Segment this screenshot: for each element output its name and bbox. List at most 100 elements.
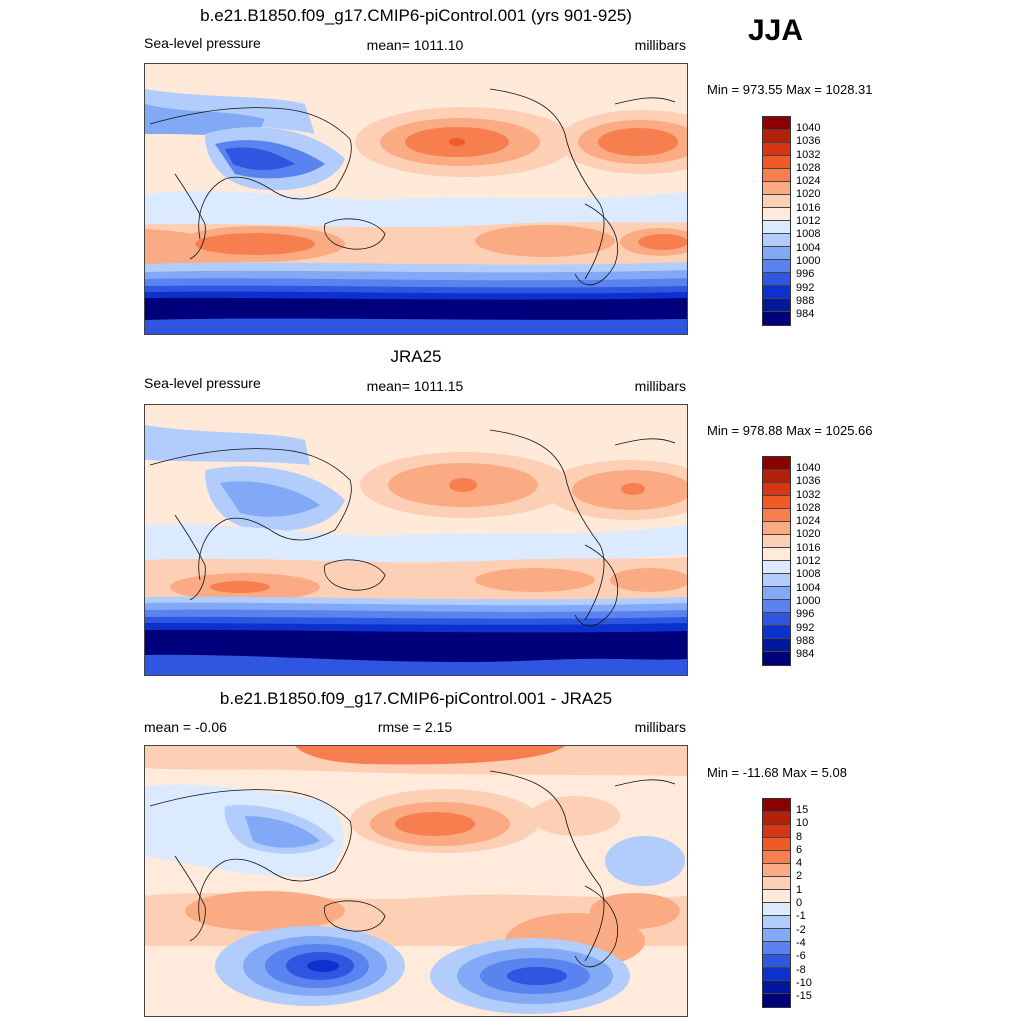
colorbar-swatch <box>763 561 790 574</box>
colorbar-swatch <box>763 143 790 156</box>
panel-units-label: millibars <box>634 37 686 53</box>
colorbar-tick-label: 8 <box>796 830 803 843</box>
colorbar-tick-label: 1036 <box>796 135 821 148</box>
panel-mean-label: mean = -0.06 <box>144 719 227 735</box>
colorbar-swatch <box>763 234 790 247</box>
colorbar-swatch <box>763 600 790 613</box>
colorbar-tick-label: -4 <box>796 936 806 949</box>
colorbar-tick-label: 1032 <box>796 148 821 161</box>
colorbar-swatch <box>763 812 790 825</box>
colorbar-tick-label: -8 <box>796 963 806 976</box>
colorbar-tick-label: 1028 <box>796 161 821 174</box>
colorbar-swatch <box>763 981 790 994</box>
colorbar-swatch <box>763 825 790 838</box>
colorbar-tick-label: 2 <box>796 870 803 883</box>
panel-minmax-label: Min = -11.68 Max = 5.08 <box>707 765 847 780</box>
panel-title-obs: JRA25 <box>390 347 442 366</box>
colorbar-swatch <box>763 903 790 916</box>
colorbar-tick-label: -10 <box>796 976 812 989</box>
panel-title-model: b.e21.B1850.f09_g17.CMIP6-piControl.001 … <box>200 6 632 25</box>
colorbar-swatch <box>763 864 790 877</box>
colorbar-tick-label: 1008 <box>796 568 821 581</box>
panel-variable-label: Sea-level pressure <box>144 375 261 391</box>
colorbar-swatch <box>763 890 790 903</box>
colorbar-swatch <box>763 182 790 195</box>
colorbar-swatch <box>763 483 790 496</box>
colorbar-tick-label: 988 <box>796 634 815 647</box>
colorbar-tick-label: 1028 <box>796 501 821 514</box>
colorbar-swatch <box>763 457 790 470</box>
colorbar-swatch <box>763 260 790 273</box>
panel-mean-label: mean= 1011.10 <box>366 37 464 53</box>
colorbar-tick-label: 1000 <box>796 594 821 607</box>
colorbar-obs <box>762 456 791 666</box>
panel-minmax-label: Min = 978.88 Max = 1025.66 <box>707 423 873 438</box>
panel-rmse-label: rmse = 2.15 <box>377 719 453 735</box>
panel-variable-label: Sea-level pressure <box>144 35 261 51</box>
colorbar-swatch <box>763 916 790 929</box>
colorbar-tick-label: 992 <box>796 621 815 634</box>
colorbar-swatch <box>763 968 790 981</box>
colorbar-tick-label: 1024 <box>796 515 821 528</box>
colorbar-tick-label: 996 <box>796 268 815 281</box>
slp-difference-map <box>145 746 687 1016</box>
colorbar-swatch <box>763 838 790 851</box>
colorbar-tick-label: 1016 <box>796 541 821 554</box>
colorbar-tick-label: 1020 <box>796 188 821 201</box>
colorbar-swatch <box>763 652 790 665</box>
colorbar-tick-label: 1008 <box>796 228 821 241</box>
colorbar-swatch <box>763 877 790 890</box>
colorbar-tick-label: 1024 <box>796 175 821 188</box>
colorbar-tick-label: -2 <box>796 923 806 936</box>
colorbar-swatch <box>763 626 790 639</box>
colorbar-swatch <box>763 851 790 864</box>
colorbar-swatch <box>763 195 790 208</box>
colorbar-swatch <box>763 994 790 1007</box>
colorbar-swatch <box>763 942 790 955</box>
colorbar-tick-label: 4 <box>796 857 803 870</box>
map-panel-model <box>144 63 688 335</box>
colorbar-tick-label: 1040 <box>796 122 821 134</box>
season-label: JJA <box>748 14 804 47</box>
colorbar-tick-label: 984 <box>796 648 815 661</box>
colorbar-labels-diff: 15 10 8 6 4 2 1 0 -1 -2 -4 -6 -8 -10 -15 <box>796 804 812 1003</box>
colorbar-tick-label: 992 <box>796 281 815 294</box>
colorbar-swatch <box>763 955 790 968</box>
colorbar-swatch <box>763 247 790 260</box>
colorbar-swatch <box>763 613 790 626</box>
colorbar-tick-label: 1032 <box>796 488 821 501</box>
colorbar-swatch <box>763 156 790 169</box>
colorbar-tick-label: 1016 <box>796 201 821 214</box>
colorbar-swatch <box>763 208 790 221</box>
map-panel-diff <box>144 745 688 1017</box>
colorbar-labels-model: 1040 1036 1032 1028 1024 1020 1016 1012 1008 1004… <box>796 122 820 321</box>
colorbar-tick-label: 1036 <box>796 475 821 488</box>
colorbar-swatch <box>763 522 790 535</box>
colorbar-tick-label: 0 <box>796 897 803 910</box>
colorbar-tick-label: -1 <box>796 910 806 923</box>
colorbar-swatch <box>763 221 790 234</box>
colorbar-tick-label: 10 <box>796 817 809 830</box>
colorbar-swatch <box>763 535 790 548</box>
colorbar-tick-label: -6 <box>796 950 806 963</box>
colorbar-swatch <box>763 312 790 325</box>
colorbar-tick-label: 1 <box>796 883 803 896</box>
colorbar-tick-label: 1004 <box>796 241 821 254</box>
colorbar-tick-label: 988 <box>796 294 815 307</box>
colorbar-model <box>762 116 791 326</box>
colorbar-swatch <box>763 574 790 587</box>
colorbar-swatch <box>763 169 790 182</box>
colorbar-diff <box>762 798 791 1008</box>
panel-mean-label: mean= 1011.15 <box>366 378 464 394</box>
panel-units-label: millibars <box>634 378 686 394</box>
colorbar-tick-label: 1012 <box>796 215 821 228</box>
colorbar-tick-label: 1012 <box>796 555 821 568</box>
colorbar-swatch <box>763 496 790 509</box>
colorbar-tick-label: 1000 <box>796 254 821 267</box>
colorbar-tick-label: 1004 <box>796 581 821 594</box>
colorbar-swatch <box>763 470 790 483</box>
panel-minmax-label: Min = 973.55 Max = 1028.31 <box>707 82 873 97</box>
colorbar-tick-label: 1040 <box>796 462 821 474</box>
colorbar-swatch <box>763 509 790 522</box>
colorbar-tick-label: 996 <box>796 608 815 621</box>
